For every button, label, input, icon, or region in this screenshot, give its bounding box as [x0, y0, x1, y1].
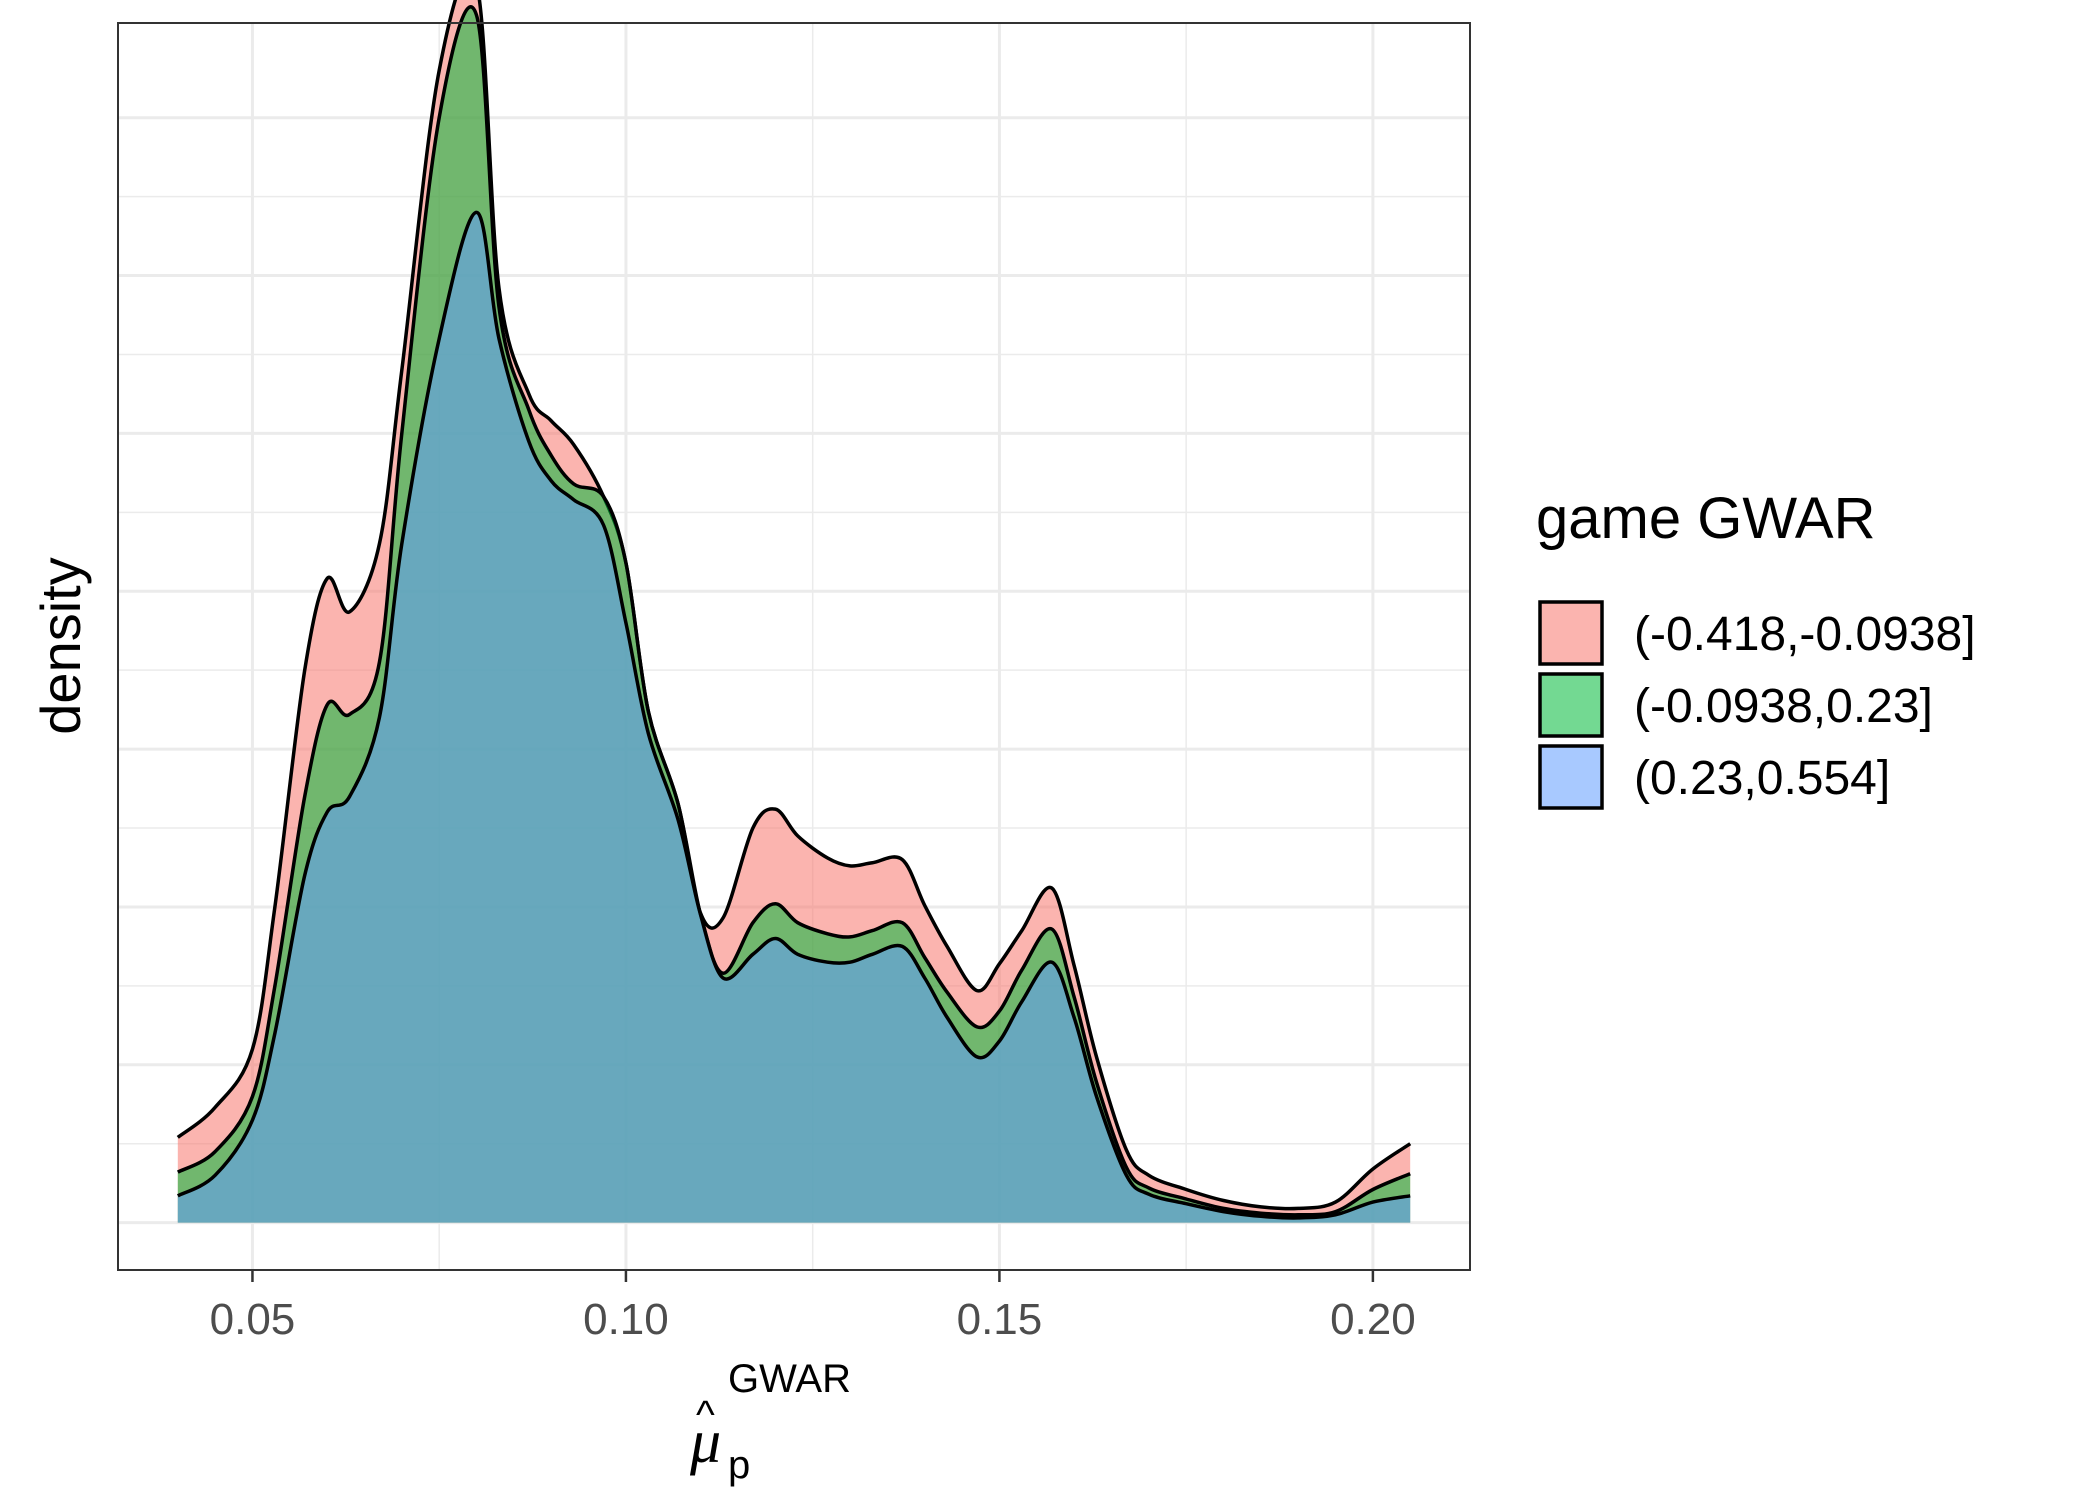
- x-axis-title-symbol: μ: [689, 1408, 721, 1476]
- density-areas: [176, 0, 1412, 1223]
- x-tick-label: 0.20: [1330, 1295, 1416, 1344]
- legend-key-swatch: [1538, 744, 1604, 810]
- outline-0-23-0-554: [176, 210, 1411, 1220]
- legend-key-swatch: [1538, 600, 1604, 666]
- y-axis-title: density: [29, 557, 92, 734]
- plot-border: [117, 22, 1471, 1271]
- x-axis-title-superscript: GWAR: [728, 1357, 851, 1401]
- area-0-23-0-554: [177, 212, 1411, 1223]
- outline-0-418-0-0938: [176, 0, 1412, 1211]
- x-tick-label: 0.10: [583, 1295, 669, 1344]
- x-axis-title-hat: ^: [696, 1393, 715, 1437]
- legend-label: (0.23,0.554]: [1634, 752, 1890, 805]
- legend-key-swatch: [1538, 672, 1604, 738]
- legend: game GWAR (-0.418,-0.0938] (-0.0938,0.23]…: [1536, 486, 1976, 810]
- x-tick-label: 0.05: [210, 1295, 296, 1344]
- legend-label: (-0.0938,0.23]: [1634, 680, 1933, 733]
- legend-label: (-0.418,-0.0938]: [1634, 608, 1976, 661]
- x-axis-ticks: 0.05 0.10 0.15 0.20: [210, 1270, 1416, 1344]
- x-axis-title-subscript: p: [728, 1443, 750, 1487]
- x-tick-label: 0.15: [957, 1295, 1043, 1344]
- legend-title: game GWAR: [1536, 486, 1875, 551]
- x-axis-title: ^ μ p GWAR: [689, 1357, 851, 1487]
- legend-items: (-0.418,-0.0938] (-0.0938,0.23] (0.23,0.55…: [1538, 600, 1976, 810]
